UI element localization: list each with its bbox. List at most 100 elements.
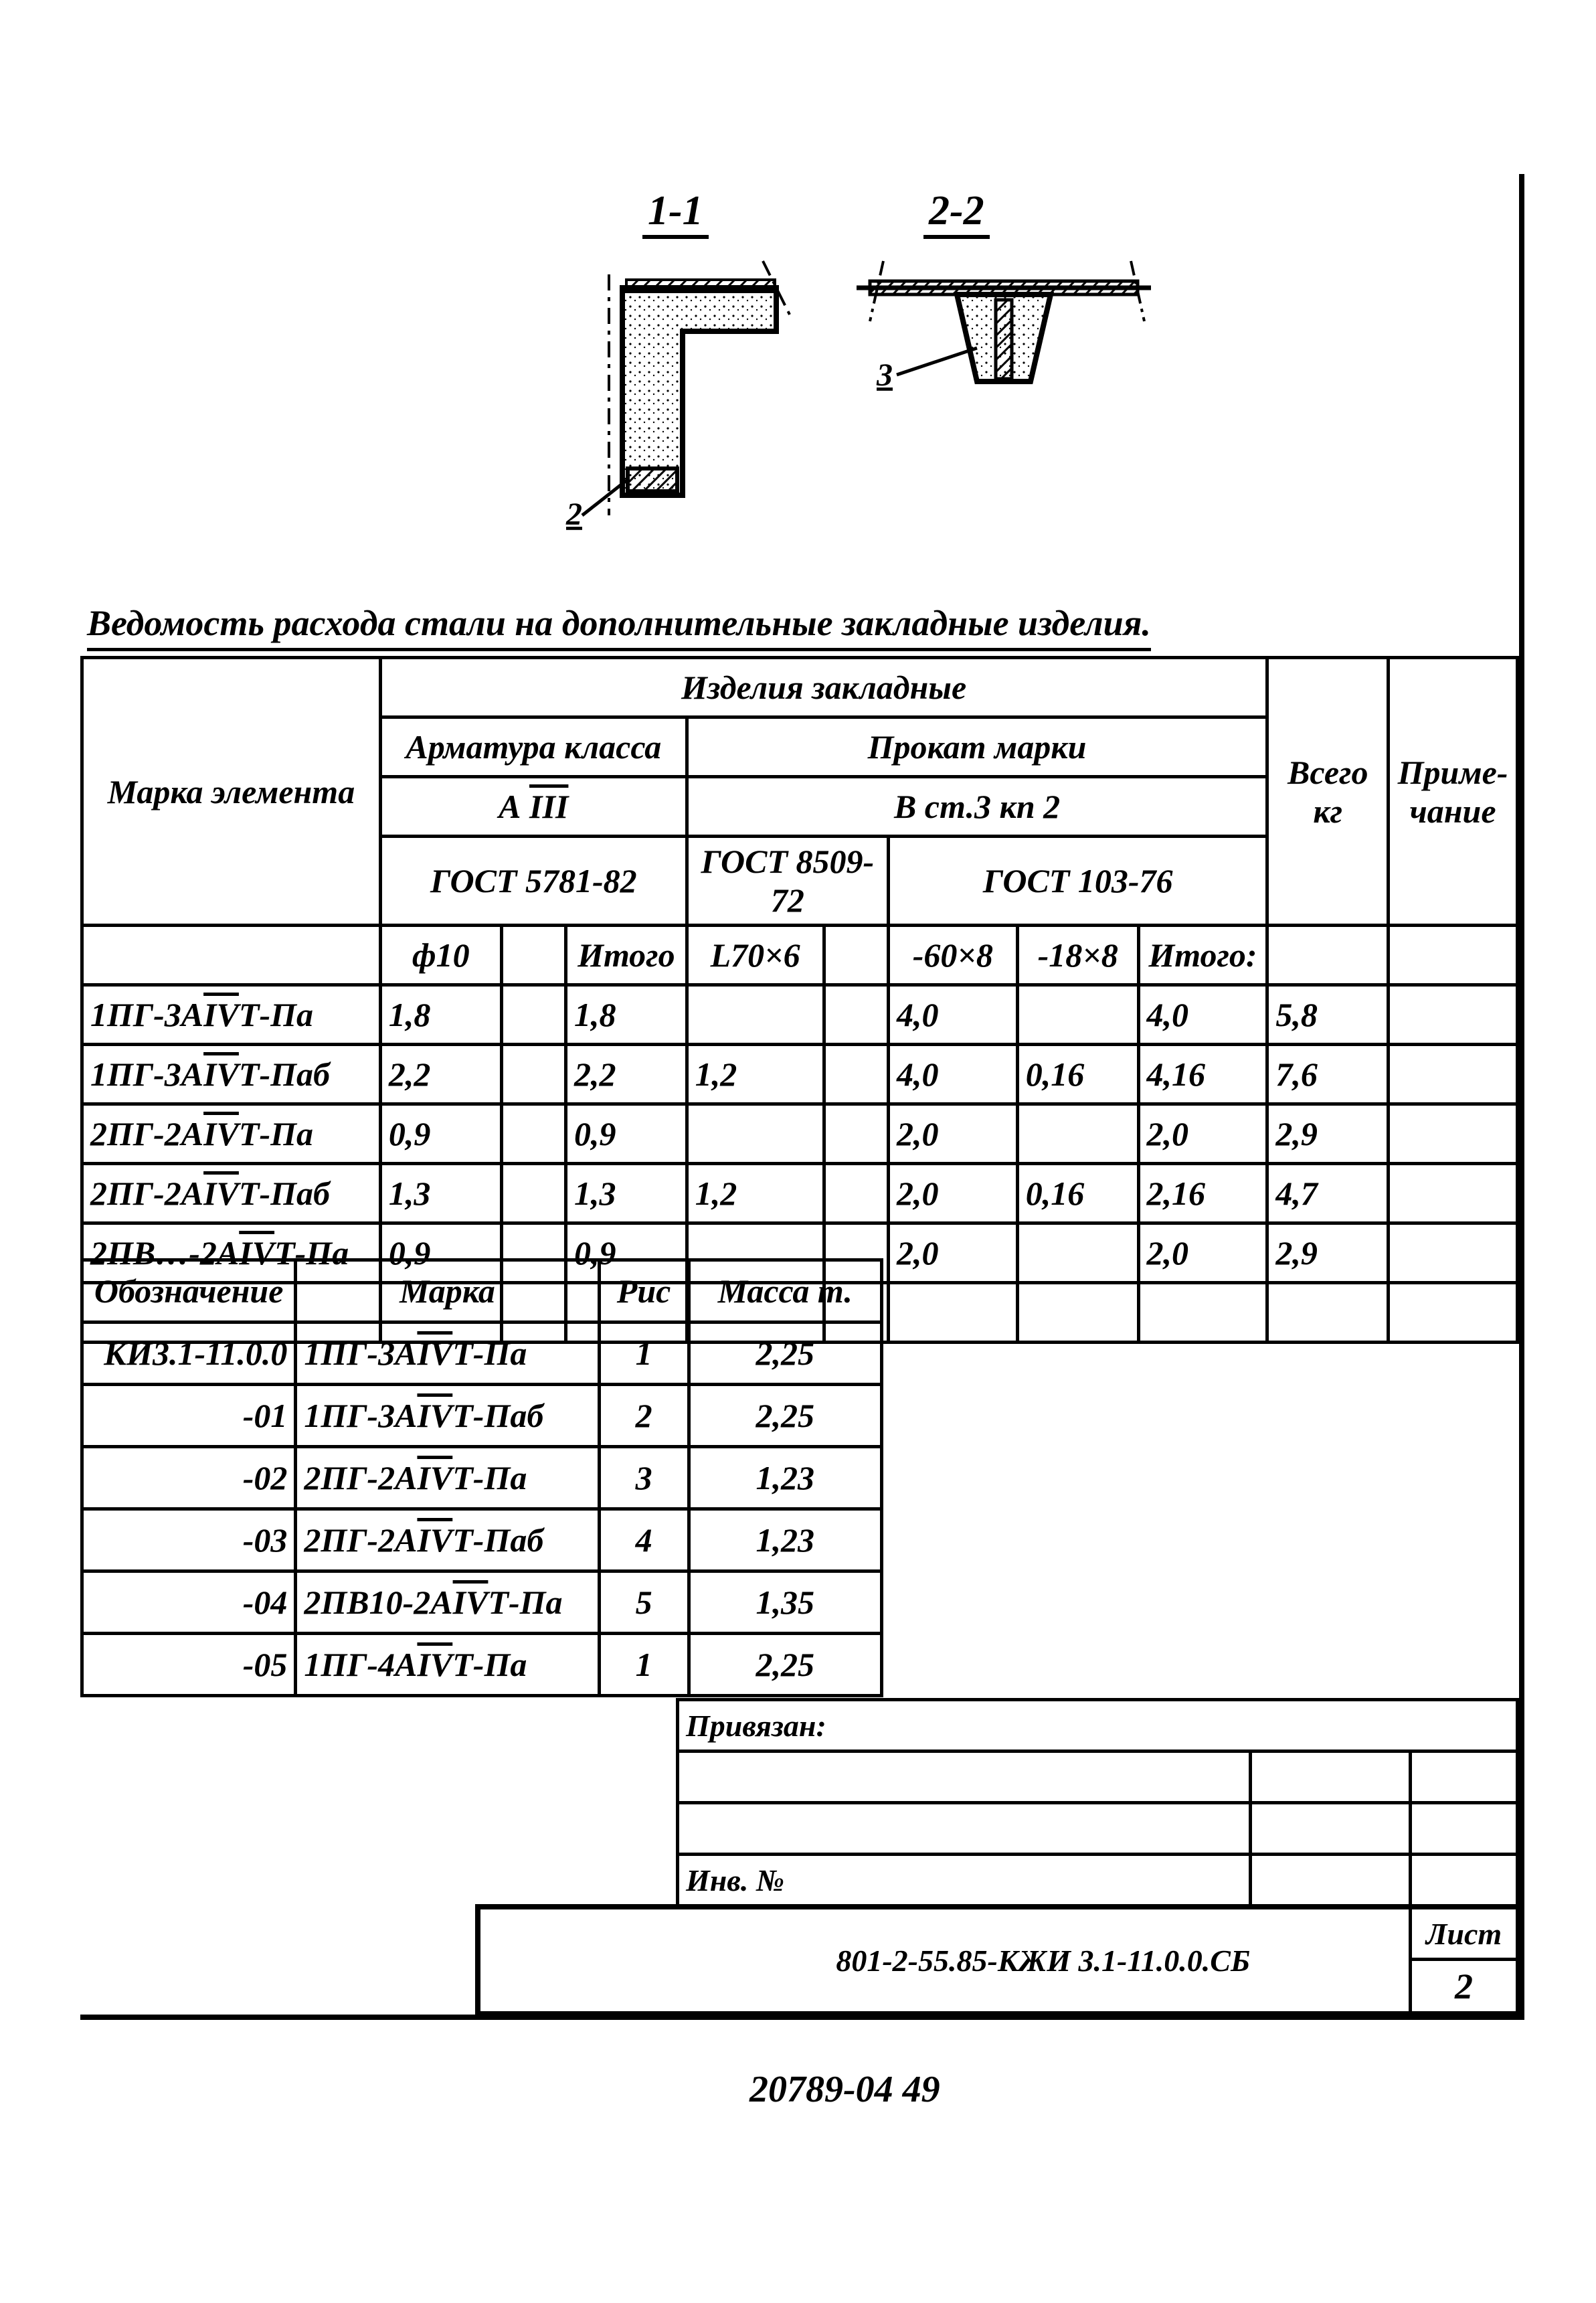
hdr-itogo: Итого xyxy=(565,926,687,985)
table1-title: Ведомость расхода стали на дополнительны… xyxy=(87,602,1151,651)
t1-cell: 4,0 xyxy=(888,985,1017,1045)
stamp-privyazan: Привязан: xyxy=(677,1700,1517,1752)
t1-cell: 7,6 xyxy=(1267,1045,1389,1104)
t1-cell xyxy=(824,1045,888,1104)
t2-cell-o: -04 xyxy=(82,1571,296,1634)
t1-cell: 0,16 xyxy=(1017,1045,1138,1104)
t2-cell-m: 1ПГ-3АIVТ-Паб xyxy=(296,1385,599,1447)
t1-cell xyxy=(1017,1104,1138,1164)
t1-cell: 2,0 xyxy=(888,1104,1017,1164)
t1-cell xyxy=(1017,1223,1138,1283)
t1-cell xyxy=(1389,985,1518,1045)
stamp-inv: Инв. № xyxy=(677,1855,1250,1907)
title-block: Привязан: Инв. № 801-2-55.85-КЖИ 3.1-11.… xyxy=(475,1698,1519,2015)
t2-cell-r: 1 xyxy=(599,1634,689,1696)
t2-cell-r: 2 xyxy=(599,1385,689,1447)
t1-row-marka: 1ПГ-3АIVТ-Паб xyxy=(82,1045,381,1104)
t2-hdr-massa: Масса т. xyxy=(689,1260,881,1323)
t1-cell: 1,8 xyxy=(565,985,687,1045)
hdr-a3: А III xyxy=(380,777,687,837)
section-1-label: 1-1 xyxy=(642,187,709,239)
t2-cell-r: 3 xyxy=(599,1447,689,1509)
t2-cell-r: 5 xyxy=(599,1571,689,1634)
t2-cell-r: 4 xyxy=(599,1509,689,1571)
t1-row-marka: 2ПГ-2АIVТ-Па xyxy=(82,1104,381,1164)
t1-cell: 4,7 xyxy=(1267,1164,1389,1223)
section-2-drawing: 3 xyxy=(843,248,1164,448)
hdr-izd: Изделия закладные xyxy=(380,658,1267,717)
t1-row-marka: 2ПГ-2АIVТ-Паб xyxy=(82,1164,381,1223)
t2-cell-w: 1,23 xyxy=(689,1447,881,1509)
t1-cell: 2,0 xyxy=(888,1164,1017,1223)
t1-cell xyxy=(501,1104,565,1164)
hdr-prim: Приме-чание xyxy=(1389,658,1518,926)
t1-cell xyxy=(1389,1223,1518,1283)
section-1-drawing: 2 xyxy=(562,248,816,542)
t1-cell: 0,9 xyxy=(565,1104,687,1164)
t2-cell-m: 2ПГ-2АIVТ-Паб xyxy=(296,1509,599,1571)
t1-cell xyxy=(1389,1164,1518,1223)
t1-cell xyxy=(501,985,565,1045)
t1-cell xyxy=(824,985,888,1045)
hdr-itogo2: Итого: xyxy=(1138,926,1267,985)
hdr-gost5781: ГОСТ 5781-82 xyxy=(380,837,687,926)
t2-cell-w: 2,25 xyxy=(689,1323,881,1385)
svg-text:3: 3 xyxy=(876,357,893,393)
t1-cell: 0,9 xyxy=(380,1104,501,1164)
t1-cell: 1,3 xyxy=(380,1164,501,1223)
t1-cell: 2,0 xyxy=(1138,1223,1267,1283)
t2-cell-m: 1ПГ-4АIVТ-Па xyxy=(296,1634,599,1696)
t1-cell: 1,8 xyxy=(380,985,501,1045)
t1-cell xyxy=(888,1283,1017,1343)
t1-cell: 1,2 xyxy=(687,1164,824,1223)
t1-cell: 4,16 xyxy=(1138,1045,1267,1104)
footer-number: 20789-04 49 xyxy=(749,2068,940,2111)
t1-cell: 4,0 xyxy=(1138,985,1267,1045)
t2-cell-m: 2ПВ10-2АIVТ-Па xyxy=(296,1571,599,1634)
t2-cell-o: -02 xyxy=(82,1447,296,1509)
t2-cell-o: -05 xyxy=(82,1634,296,1696)
t2-cell-r: 1 xyxy=(599,1323,689,1385)
stamp-list-no: 2 xyxy=(1411,1960,1518,2013)
t1-cell xyxy=(824,1164,888,1223)
section-2-label: 2-2 xyxy=(923,187,990,239)
t1-cell xyxy=(1389,1283,1518,1343)
t2-cell-w: 1,35 xyxy=(689,1571,881,1634)
hdr-f10: ф10 xyxy=(380,926,501,985)
t2-cell-o: -03 xyxy=(82,1509,296,1571)
hdr-marka: Марка элемента xyxy=(82,658,381,926)
t2-hdr-marka: Марка xyxy=(296,1260,599,1323)
t1-cell xyxy=(501,1164,565,1223)
hdr-m18: -18×8 xyxy=(1017,926,1138,985)
hdr-arm: Арматура класса xyxy=(380,717,687,777)
t1-cell: 2,9 xyxy=(1267,1104,1389,1164)
t1-cell: 2,16 xyxy=(1138,1164,1267,1223)
hdr-l70: L70×6 xyxy=(687,926,824,985)
t1-cell xyxy=(501,1045,565,1104)
drawing-frame: 1-1 2-2 2 xyxy=(80,174,1524,2020)
hdr-m60: -60×8 xyxy=(888,926,1017,985)
t2-cell-o: -01 xyxy=(82,1385,296,1447)
t1-cell xyxy=(687,1104,824,1164)
t1-cell xyxy=(1389,1045,1518,1104)
t2-cell-m: 1ПГ-3АIVТ-Па xyxy=(296,1323,599,1385)
section-figures: 1-1 2-2 2 xyxy=(549,187,1285,556)
t2-hdr-ris: Рис xyxy=(599,1260,689,1323)
t1-cell xyxy=(1267,1283,1389,1343)
svg-text:2: 2 xyxy=(565,497,582,532)
t2-hdr-obozn: Обозначение xyxy=(82,1260,296,1323)
hdr-vst: В ст.3 кп 2 xyxy=(687,777,1267,837)
stamp-list-label: Лист xyxy=(1411,1907,1518,1960)
hdr-vsego: Всего кг xyxy=(1267,658,1389,926)
designation-table: Обозначение Марка Рис Масса т. КИ3.1-11.… xyxy=(80,1258,883,1697)
hdr-gost103: ГОСТ 103-76 xyxy=(888,837,1267,926)
t1-cell: 2,0 xyxy=(888,1223,1017,1283)
t1-cell xyxy=(1017,985,1138,1045)
t1-cell: 5,8 xyxy=(1267,985,1389,1045)
t1-cell: 1,3 xyxy=(565,1164,687,1223)
t1-cell: 2,2 xyxy=(565,1045,687,1104)
t1-cell xyxy=(1017,1283,1138,1343)
hdr-prokat: Прокат марки xyxy=(687,717,1267,777)
t2-cell-m: 2ПГ-2АIVТ-Па xyxy=(296,1447,599,1509)
t1-row-marka: 1ПГ-3АIVТ-Па xyxy=(82,985,381,1045)
